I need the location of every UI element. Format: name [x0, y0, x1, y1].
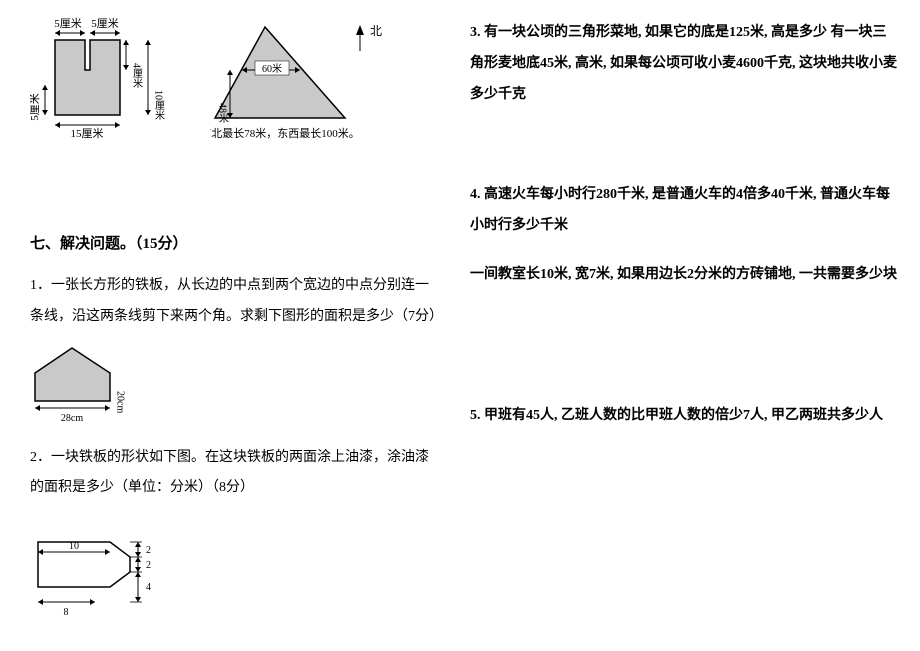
diagram-triangle-field: 北 60米 48米 南北最长78米，东西最长100米。 — [210, 15, 390, 150]
spacer — [470, 120, 900, 180]
d4-top: 10 — [69, 541, 79, 552]
d1-left: 5厘米 — [30, 93, 41, 121]
diagram-u-shape: 5厘米 5厘米 5厘米 4厘米 — [30, 15, 170, 140]
d4-4: 4 — [146, 582, 151, 593]
question-5: 5. 甲班有45人, 乙班人数的比甲班人数的倍少7人, 甲乙两班共多少人 — [470, 401, 900, 432]
left-column: 5厘米 5厘米 5厘米 4厘米 — [30, 0, 440, 617]
question-2: 2．一块铁板的形状如下图。在这块铁板的两面涂上油漆，涂油漆的面积是多少（单位：分… — [30, 443, 440, 505]
spacer — [30, 150, 440, 210]
d1-top-b: 5厘米 — [91, 17, 119, 30]
spacer — [30, 423, 440, 443]
d3-bottom: 28cm — [61, 413, 83, 423]
d3-right: 20cm — [115, 391, 126, 413]
d2-north: 北 — [370, 24, 382, 38]
d1-top-a: 5厘米 — [54, 17, 82, 30]
right-column: 3. 有一块公顷的三角形菜地, 如果它的底是125米, 高是多少 有一块三角形麦… — [470, 0, 900, 442]
question-1: 1．一张长方形的铁板，从长边的中点到两个宽边的中点分别连一条线，沿这两条线剪下来… — [30, 271, 440, 333]
spacer — [470, 301, 900, 401]
d2-height: 48米 — [217, 103, 229, 124]
diagram-hex-plate: 10 2 2 4 8 — [30, 522, 440, 617]
d1-outer: 10厘米 — [153, 90, 165, 121]
section-7-heading: 七、解决问题。（15分） — [30, 228, 440, 261]
d2-inner: 60米 — [262, 62, 282, 75]
d4-2a: 2 — [146, 545, 151, 556]
question-4: 4. 高速火车每小时行280千米, 是普通火车的4倍多40千米, 普通火车每小时… — [470, 180, 900, 242]
diagram-pentagon: 20cm 28cm — [30, 343, 440, 423]
d4-bottom: 8 — [64, 607, 69, 617]
d4-2b: 2 — [146, 560, 151, 571]
d1-inner: 4厘米 — [131, 63, 143, 89]
question-3: 3. 有一块公顷的三角形菜地, 如果它的底是125米, 高是多少 有一块三角形麦… — [470, 18, 900, 110]
d2-caption: 南北最长78米，东西最长100米。 — [210, 127, 360, 140]
d1-bottom: 15厘米 — [71, 127, 104, 140]
top-diagram-row: 5厘米 5厘米 5厘米 4厘米 — [30, 15, 440, 150]
question-4b: 一间教室长10米, 宽7米, 如果用边长2分米的方砖铺地, 一共需要多少块 — [470, 260, 900, 291]
